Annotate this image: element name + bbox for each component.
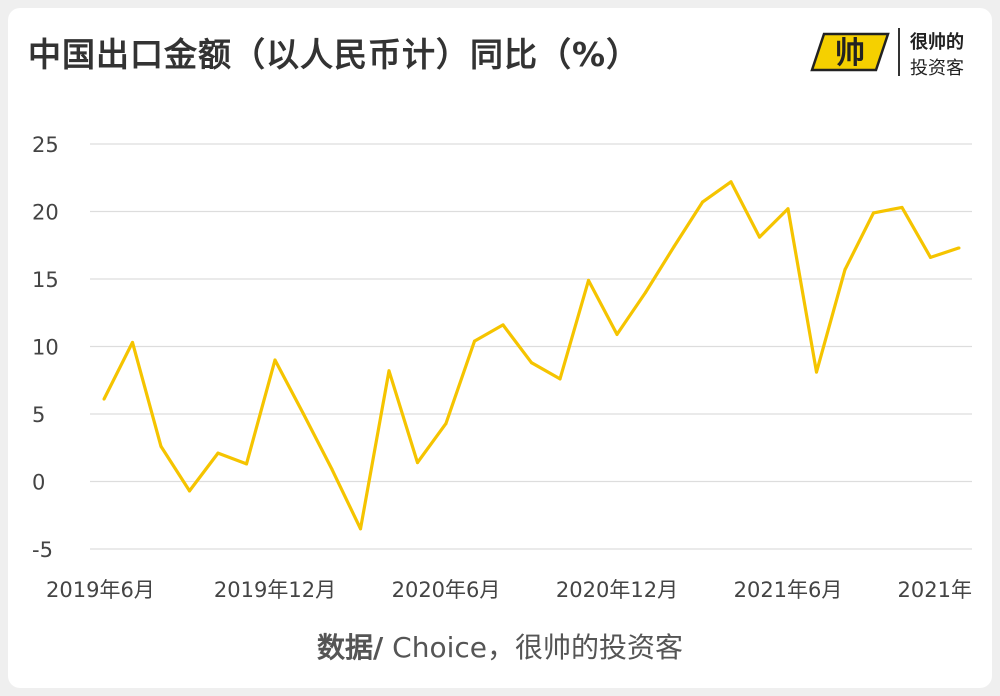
data-source-note: 数据/ Choice，很帅的投资客 — [0, 626, 1000, 666]
logo-mark-icon: 帅 — [810, 32, 890, 72]
x-axis-tick-labels: 2019年6月 2019年12月 2020年6月 2020年12月 2021年6月 202… — [46, 578, 972, 602]
data-point — [501, 323, 505, 327]
source-label: 数据/ — [317, 631, 384, 664]
y-tick-label: 5 — [32, 403, 45, 427]
x-tick-label: 2019年6月 — [46, 578, 155, 602]
y-axis-tick-labels: 25 20 15 10 5 0 -5 — [32, 133, 59, 562]
data-point — [473, 339, 476, 343]
data-point — [587, 278, 590, 282]
data-point — [758, 235, 761, 239]
series-group — [102, 180, 961, 531]
y-tick-label: -5 — [32, 538, 53, 562]
data-point — [929, 255, 932, 259]
data-point — [273, 358, 277, 362]
y-tick-label: 15 — [32, 268, 59, 292]
data-point — [558, 377, 562, 381]
data-point — [701, 200, 704, 204]
x-tick-label: 2021年 — [898, 578, 972, 602]
data-point — [387, 369, 391, 373]
data-point — [102, 397, 106, 401]
data-point — [644, 291, 647, 294]
data-point — [131, 340, 134, 344]
data-point — [872, 211, 875, 215]
logo-text-line1: 很帅的 — [910, 32, 964, 53]
y-tick-label: 10 — [32, 336, 59, 360]
data-point — [672, 245, 676, 249]
data-point — [444, 421, 448, 425]
x-tick-label: 2020年12月 — [556, 578, 678, 602]
data-point — [815, 370, 818, 374]
x-tick-label: 2019年12月 — [214, 578, 336, 602]
chart-title: 中国出口金额（以人民币计）同比（%） — [28, 35, 641, 74]
logo-text-line2: 投资客 — [910, 58, 964, 79]
x-tick-label: 2021年6月 — [734, 578, 843, 602]
logo-mark-text: 帅 — [835, 36, 865, 71]
chart-card — [8, 8, 992, 688]
data-point — [245, 462, 248, 466]
data-point — [900, 205, 904, 209]
logo-divider — [898, 28, 900, 76]
data-point — [188, 489, 191, 493]
data-point — [416, 461, 419, 465]
data-point — [786, 207, 790, 211]
series-line — [102, 180, 960, 531]
data-point — [216, 451, 220, 455]
data-point — [957, 246, 961, 250]
data-point — [302, 412, 305, 416]
y-tick-label: 20 — [32, 201, 59, 225]
y-tick-label: 0 — [32, 471, 45, 495]
data-point — [159, 444, 163, 448]
data-point — [843, 268, 847, 272]
logo-mark-shape — [810, 32, 890, 72]
data-point — [615, 332, 619, 336]
data-point — [530, 361, 533, 365]
data-point — [729, 180, 733, 184]
x-tick-label: 2020年6月 — [392, 578, 501, 602]
brand-logo: 帅 很帅的 投资客 — [808, 22, 978, 86]
y-tick-label: 25 — [32, 133, 59, 157]
grid-lines — [90, 143, 972, 550]
source-text: Choice，很帅的投资客 — [383, 631, 683, 664]
data-point — [359, 527, 362, 531]
data-point — [330, 467, 334, 471]
